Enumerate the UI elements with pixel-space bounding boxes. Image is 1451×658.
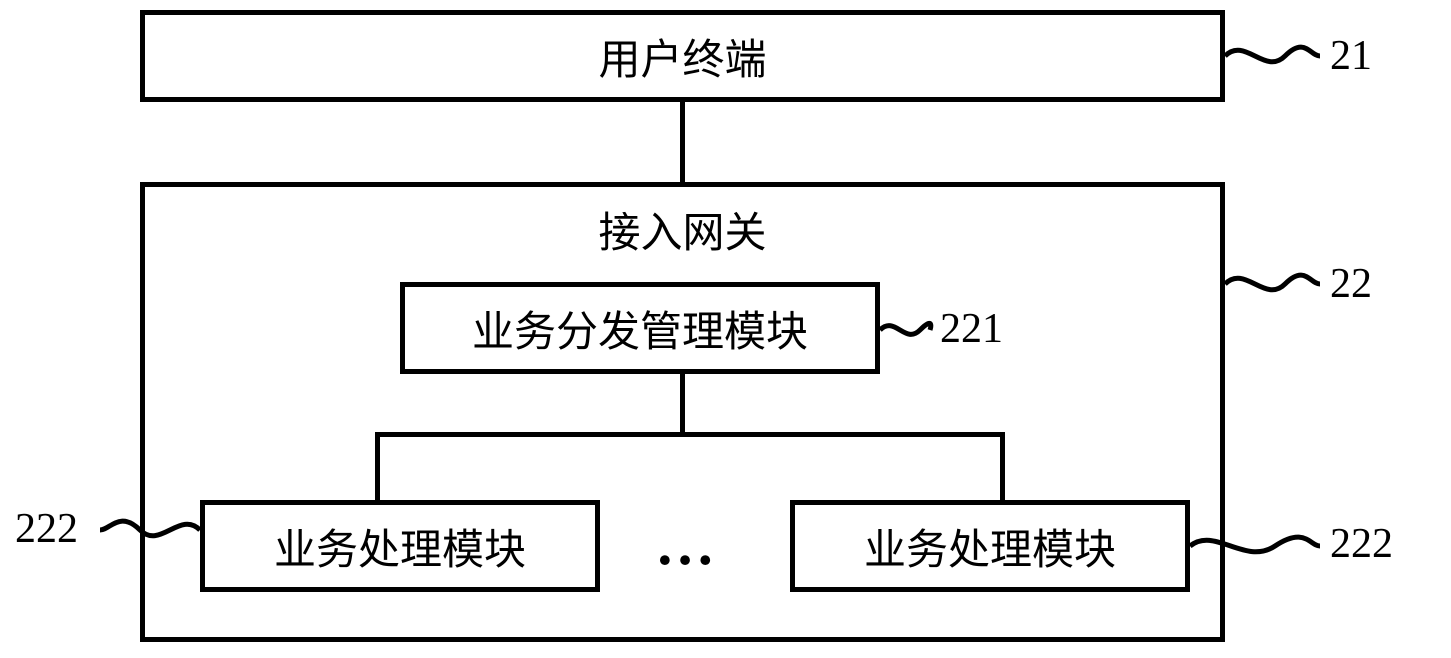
ref-21: 21 — [1330, 32, 1372, 80]
ref-222-left: 222 — [15, 505, 78, 553]
diagram-canvas: 用户终端 接入网关 业务分发管理模块 业务处理模块 … 业务处理模块 21 22… — [0, 0, 1451, 658]
ref-222-right: 222 — [1330, 520, 1393, 568]
ref-221: 221 — [940, 305, 1003, 353]
ref-22: 22 — [1330, 260, 1372, 308]
callout-21 — [0, 0, 1451, 658]
